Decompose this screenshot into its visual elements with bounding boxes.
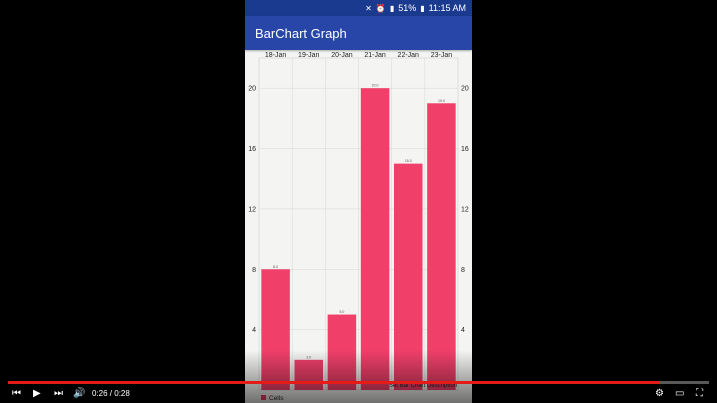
phone-screen: ✕ ⏰ ▮ 51% ▮ 11:15 AM BarChart Graph 4 4 8 8… xyxy=(245,0,472,403)
bar xyxy=(393,163,423,390)
y-tick-label-right: 4 xyxy=(461,327,465,334)
bar-value-label: 15.0 xyxy=(405,159,412,163)
status-bar: ✕ ⏰ ▮ 51% ▮ 11:15 AM xyxy=(245,0,472,16)
bar-chart[interactable]: 4 4 8 8 12 12 16 16 20 20 18-Jan 19-Jan 20-Jan 21-Jan… xyxy=(245,50,472,403)
y-tick-label-left: 12 xyxy=(248,206,256,213)
mute-icon: ✕ xyxy=(365,3,372,13)
y-tick-label-left: 20 xyxy=(248,86,256,93)
bar-value-label: 5.0 xyxy=(339,310,344,314)
y-tick-label-right: 16 xyxy=(461,146,469,153)
x-category-label: 20-Jan xyxy=(331,52,353,59)
player-controls: ⏮ ▶ ⏭ 🔊 0:26 / 0:28 ⚙ ▭ ⛶ xyxy=(0,384,717,403)
bar xyxy=(261,269,290,390)
progress-bar[interactable] xyxy=(8,381,709,384)
y-tick-label-right: 20 xyxy=(461,86,469,93)
alarm-icon: ⏰ xyxy=(375,3,386,13)
battery-level: 51% xyxy=(398,3,417,13)
progress-bar-fill xyxy=(8,381,660,384)
time-current: 0:26 xyxy=(92,389,108,398)
status-time: 11:15 AM xyxy=(428,3,466,13)
bar xyxy=(327,314,357,390)
bar xyxy=(427,103,456,390)
x-category-label: 23-Jan xyxy=(431,52,453,59)
app-bar: BarChart Graph xyxy=(245,16,472,50)
bar-value-label: 20.0 xyxy=(372,84,379,88)
app-title: BarChart Graph xyxy=(255,25,347,41)
play-icon[interactable]: ▶ xyxy=(33,388,41,399)
bar-value-label: 2.0 xyxy=(306,355,311,359)
signal-icon: ▮ xyxy=(389,3,395,13)
y-tick-label-right: 8 xyxy=(461,267,465,274)
battery-icon: ▮ xyxy=(420,3,425,13)
x-category-label: 18-Jan xyxy=(265,52,287,59)
y-tick-label-right: 12 xyxy=(461,206,469,213)
y-tick-label-left: 16 xyxy=(248,146,256,153)
bar-chart-svg: 4 4 8 8 12 12 16 16 20 20 18-Jan 19-Jan 20-Jan 21-Jan… xyxy=(248,52,469,402)
skip-next-icon[interactable]: ⏭ xyxy=(54,388,63,399)
time-display: 0:26 / 0:28 xyxy=(92,389,130,398)
settings-icon[interactable]: ⚙ xyxy=(655,388,664,399)
skip-previous-icon[interactable]: ⏮ xyxy=(12,388,21,399)
time-total: 0:28 xyxy=(114,389,130,398)
theater-mode-icon[interactable]: ▭ xyxy=(675,388,685,399)
volume-icon[interactable]: 🔊 xyxy=(73,388,86,399)
bar-value-label: 8.0 xyxy=(273,265,278,269)
x-category-label: 22-Jan xyxy=(398,52,420,59)
bar-value-label: 19.0 xyxy=(438,99,445,103)
x-category-label: 19-Jan xyxy=(298,52,320,59)
bar xyxy=(360,88,390,390)
y-tick-label-left: 4 xyxy=(252,327,256,334)
y-tick-label-left: 8 xyxy=(252,267,256,274)
fullscreen-icon[interactable]: ⛶ xyxy=(696,388,703,399)
x-category-label: 21-Jan xyxy=(364,52,386,59)
